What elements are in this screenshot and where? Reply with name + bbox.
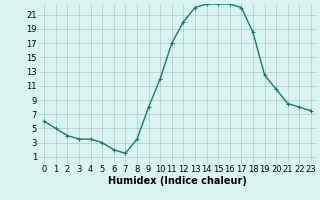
X-axis label: Humidex (Indice chaleur): Humidex (Indice chaleur): [108, 176, 247, 186]
